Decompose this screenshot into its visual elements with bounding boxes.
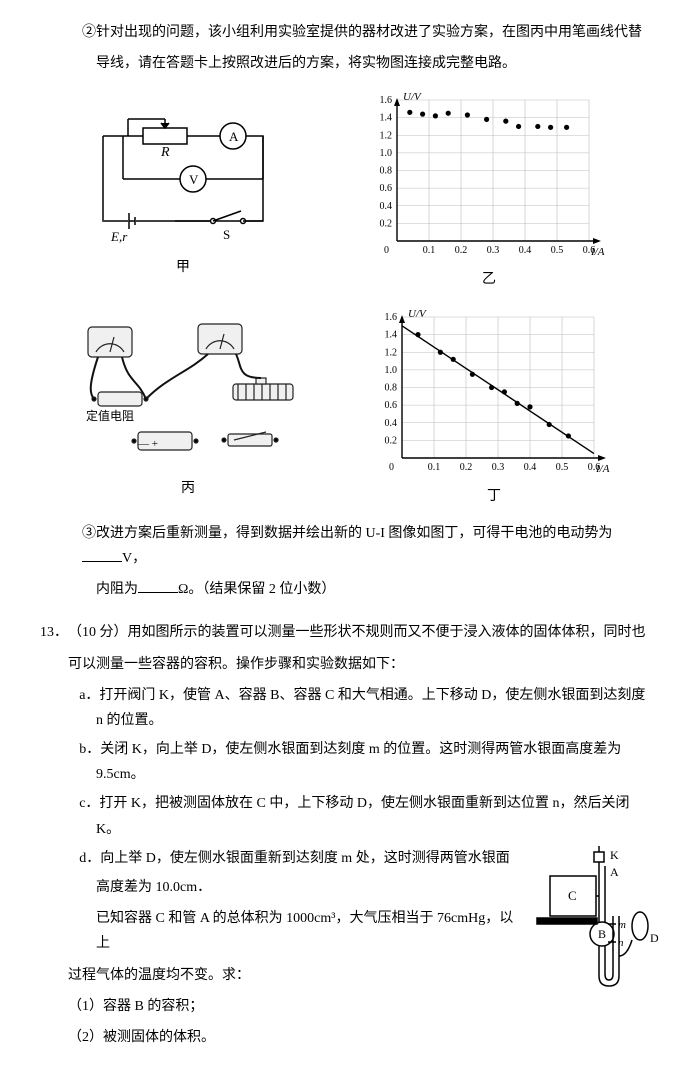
q12-part3-unit1: V， bbox=[122, 551, 146, 566]
svg-text:0.2: 0.2 bbox=[460, 462, 473, 473]
figure-bing: 定值电阻 — + 丙 bbox=[68, 312, 308, 501]
bing-label: 定值电阻 bbox=[86, 408, 134, 423]
label-K: K bbox=[610, 848, 619, 862]
svg-text:1.2: 1.2 bbox=[380, 131, 393, 142]
q13-given2: 过程气体的温度均不变。求： bbox=[68, 963, 522, 988]
q13-points: （10 分） bbox=[68, 625, 128, 640]
figlabel-jia: 甲 bbox=[176, 255, 190, 280]
svg-text:0.6: 0.6 bbox=[380, 184, 393, 195]
svg-text:0.4: 0.4 bbox=[519, 245, 532, 256]
svg-text:0.4: 0.4 bbox=[385, 417, 398, 428]
label-R: R bbox=[160, 145, 170, 160]
blank-emf bbox=[82, 548, 122, 562]
q12-part2-line1: ②针对出现的问题，该小组利用实验室提供的器材改进了实验方案，在图丙中用笔画线代替 bbox=[40, 20, 652, 45]
q13-step-b: b．关闭 K，向上举 D，使左侧水银面到达刻度 m 的位置。这时测得两管水银面高… bbox=[68, 737, 652, 787]
q12-part3-text2: 内阻为 bbox=[96, 582, 138, 597]
svg-text:0.4: 0.4 bbox=[380, 201, 393, 212]
svg-text:1.4: 1.4 bbox=[380, 113, 393, 124]
svg-text:I/A: I/A bbox=[595, 463, 610, 475]
figure-yi: 0.2 0.4 0.6 0.8 1.0 1.2 1.4 1.6 0.1 0.2 0.3 0.4 0.5 0… bbox=[359, 88, 619, 292]
label-B: B bbox=[598, 927, 606, 941]
q13-given: 已知容器 C 和管 A 的总体积为 1000cm³，大气压相当于 76cmHg，… bbox=[68, 906, 522, 956]
label-E: E,r bbox=[110, 229, 128, 244]
label-S: S bbox=[223, 227, 230, 242]
svg-text:0.8: 0.8 bbox=[385, 382, 398, 393]
figure-jia: R A V E,r S 甲 bbox=[73, 101, 293, 280]
q13-sub1: （1）容器 B 的容积； bbox=[68, 994, 522, 1019]
q13-step-c: c．打开 K，把被测固体放在 C 中，上下移动 D，使左侧水银面重新到达位置 n… bbox=[68, 791, 652, 841]
chart-ding: 0.2 0.4 0.6 0.8 1.0 1.2 1.4 1.6 0.1 0.2 0.3 0.4 0.5 0… bbox=[364, 305, 624, 480]
svg-text:0: 0 bbox=[389, 462, 394, 473]
blank-r bbox=[138, 579, 178, 593]
q12-part3b: 内阻为 Ω。（结果保留 2 位小数） bbox=[40, 577, 652, 602]
figure-ding: 0.2 0.4 0.6 0.8 1.0 1.2 1.4 1.6 0.1 0.2 0.3 0.4 0.5 0… bbox=[364, 305, 624, 509]
figure-row-1: R A V E,r S 甲 0.20.40.60.81.01.21.41.60.… bbox=[40, 88, 652, 292]
q13-step-d2: 高度差为 10.0cm． bbox=[68, 875, 522, 900]
svg-text:U/V: U/V bbox=[403, 91, 422, 103]
figlabel-yi: 乙 bbox=[482, 267, 496, 292]
svg-text:0.6: 0.6 bbox=[385, 400, 398, 411]
q13-step-d1: d．向上举 D，使左侧水银面重新到达刻度 m 处，这时测得两管水银面 bbox=[68, 846, 522, 871]
q12-part3: ③改进方案后重新测量，得到数据并绘出新的 U-I 图像如图丁，可得干电池的电动势… bbox=[40, 521, 652, 571]
label-n: n bbox=[618, 937, 624, 949]
svg-text:1.2: 1.2 bbox=[385, 347, 398, 358]
label-A: A bbox=[229, 129, 239, 144]
svg-text:I/A: I/A bbox=[590, 246, 605, 258]
svg-text:0.2: 0.2 bbox=[455, 245, 468, 256]
q13-intro1: 用如图所示的装置可以测量一些形状不规则而又不便于浸入液体的固体体积，同时也 bbox=[128, 625, 646, 640]
svg-text:1.6: 1.6 bbox=[385, 312, 398, 323]
q13: 13． （10 分）用如图所示的装置可以测量一些形状不规则而又不便于浸入液体的固… bbox=[40, 620, 652, 1056]
q13-intro2: 可以测量一些容器的容积。操作步骤和实验数据如下： bbox=[68, 652, 652, 677]
label-C: C bbox=[568, 888, 577, 903]
svg-text:1.0: 1.0 bbox=[385, 364, 398, 375]
q12-part2-line2: 导线，请在答题卡上按照改进后的方案，将实物图连接成完整电路。 bbox=[40, 51, 652, 76]
svg-text:0.1: 0.1 bbox=[428, 462, 441, 473]
q13-number: 13． bbox=[40, 620, 68, 645]
svg-text:0.8: 0.8 bbox=[380, 166, 393, 177]
apparatus-bing: 定值电阻 — + bbox=[68, 312, 308, 472]
label-A2: A bbox=[610, 865, 619, 879]
svg-text:0.5: 0.5 bbox=[551, 245, 564, 256]
svg-text:0.1: 0.1 bbox=[423, 245, 436, 256]
svg-text:1.6: 1.6 bbox=[380, 95, 393, 106]
q13-bottom: d．向上举 D，使左侧水银面重新到达刻度 m 处，这时测得两管水银面 高度差为 … bbox=[68, 846, 652, 1050]
svg-text:1.0: 1.0 bbox=[380, 148, 393, 159]
svg-text:0: 0 bbox=[384, 245, 389, 256]
svg-text:1.4: 1.4 bbox=[385, 329, 398, 340]
svg-text:0.2: 0.2 bbox=[380, 219, 393, 230]
svg-text:U/V: U/V bbox=[408, 308, 427, 320]
q13-step-a: a．打开阀门 K，使管 A、容器 B、容器 C 和大气相通。上下移动 D，使左侧… bbox=[68, 683, 652, 733]
figlabel-bing: 丙 bbox=[181, 476, 195, 501]
q12-part3-text1: ③改进方案后重新测量，得到数据并绘出新的 U-I 图像如图丁，可得干电池的电动势… bbox=[82, 526, 612, 541]
svg-text:— +: — + bbox=[137, 438, 158, 450]
svg-text:0.3: 0.3 bbox=[487, 245, 500, 256]
q13-sub2: （2）被测固体的体积。 bbox=[68, 1025, 522, 1050]
svg-text:0.3: 0.3 bbox=[492, 462, 505, 473]
figure-row-2: 定值电阻 — + 丙 0.20.40.60.81.01.21.41.60.10.… bbox=[40, 305, 652, 509]
svg-text:0.5: 0.5 bbox=[556, 462, 569, 473]
label-V: V bbox=[189, 172, 199, 187]
circuit-diagram: R A V E,r S bbox=[73, 101, 293, 251]
q12-part3-unit2: Ω。（结果保留 2 位小数） bbox=[178, 582, 335, 597]
figlabel-ding: 丁 bbox=[487, 484, 501, 509]
label-D: D bbox=[650, 931, 659, 945]
q13-apparatus: K A C B D m n bbox=[532, 846, 672, 996]
q13-intro: （10 分）用如图所示的装置可以测量一些形状不规则而又不便于浸入液体的固体体积，… bbox=[68, 620, 652, 645]
chart-yi: 0.2 0.4 0.6 0.8 1.0 1.2 1.4 1.6 0.1 0.2 0.3 0.4 0.5 0… bbox=[359, 88, 619, 263]
svg-text:0.4: 0.4 bbox=[524, 462, 537, 473]
label-m: m bbox=[618, 919, 626, 931]
svg-text:0.2: 0.2 bbox=[385, 435, 398, 446]
